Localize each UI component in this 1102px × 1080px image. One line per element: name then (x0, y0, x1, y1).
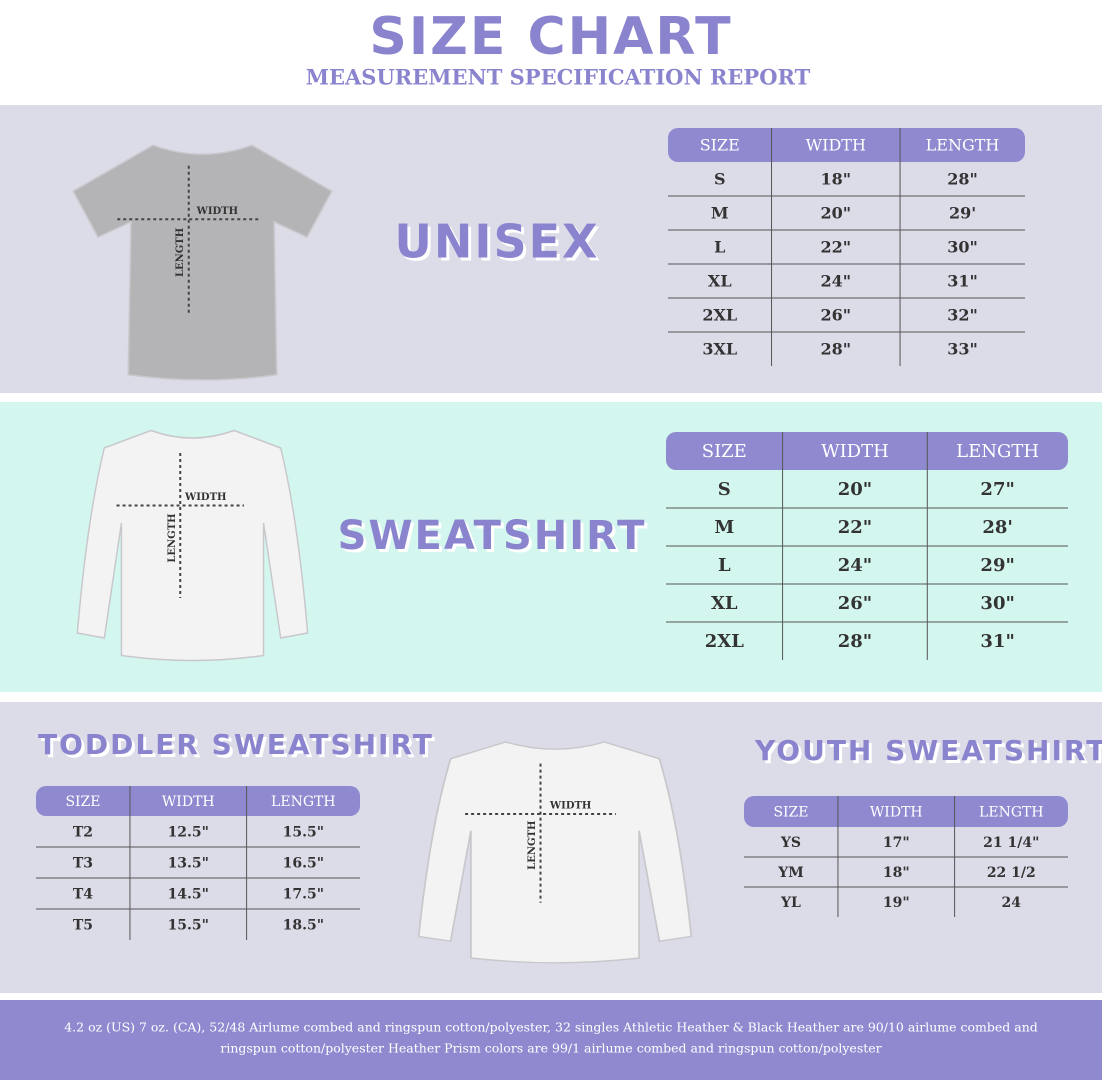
section-band (0, 1000, 1102, 1080)
table-header (36, 786, 360, 816)
table-cell: 30" (947, 238, 978, 257)
table-cell: 24" (838, 555, 872, 576)
table-cell: YM (777, 865, 804, 881)
section-title: YOUTH SWEATSHIRT (754, 734, 1102, 767)
column-header: WIDTH (821, 441, 889, 462)
table-cell: 32" (947, 306, 978, 325)
table-cell: 19" (883, 895, 910, 911)
section-title: TODDLER SWEATSHIRT (38, 728, 434, 761)
column-header: SIZE (702, 441, 747, 462)
column-header: LENGTH (926, 136, 1000, 155)
section-title: SWEATSHIRT (338, 513, 647, 559)
table-cell: L (714, 238, 725, 257)
table-header (666, 432, 1068, 470)
page-title: SIZE CHART (369, 7, 732, 67)
table-cell: 15.5" (168, 918, 209, 934)
table-cell: 31" (980, 631, 1014, 652)
table-cell: 20" (820, 204, 851, 223)
length-label: LENGTH (527, 821, 538, 870)
section-title: UNISEX (395, 215, 600, 269)
table-cell: M (711, 204, 729, 223)
table-cell: 28" (838, 631, 872, 652)
table-cell: 24 (1002, 895, 1022, 911)
footer-text: 4.2 oz (US) 7 oz. (CA), 52/48 Airlume co… (64, 1020, 1038, 1035)
table-cell: 2XL (702, 306, 737, 325)
table-cell: 26" (820, 306, 851, 325)
table-cell: 2XL (705, 631, 744, 652)
table-cell: T5 (73, 918, 93, 934)
table-cell: 18" (820, 170, 851, 189)
width-label: WIDTH (196, 206, 238, 217)
table-cell: 20" (838, 479, 872, 500)
table-cell: S (718, 479, 731, 500)
table-cell: 18.5" (283, 918, 324, 934)
table-cell: 30" (980, 593, 1014, 614)
width-label: WIDTH (549, 801, 591, 812)
table-cell: 22" (820, 238, 851, 257)
table-cell: 14.5" (168, 887, 209, 903)
table-cell: 22" (838, 517, 872, 538)
table-cell: T3 (73, 856, 93, 872)
footer-text: ringspun cotton/polyester Heather Prism … (220, 1041, 881, 1056)
column-header: LENGTH (271, 794, 336, 810)
column-header: WIDTH (162, 794, 215, 810)
table-cell: 27" (980, 479, 1014, 500)
table-cell: XL (708, 272, 732, 291)
table-cell: 33" (947, 340, 978, 359)
table-cell: 31" (947, 272, 978, 291)
table-cell: 28" (820, 340, 851, 359)
column-header: WIDTH (870, 805, 923, 821)
table-cell: 13.5" (168, 856, 209, 872)
table-cell: M (714, 517, 734, 538)
table-cell: L (718, 555, 731, 576)
table-cell: 26" (838, 593, 872, 614)
table-cell: 28' (982, 517, 1013, 538)
column-header: SIZE (773, 805, 808, 821)
table-header (668, 128, 1025, 162)
table-cell: 24" (820, 272, 851, 291)
column-header: LENGTH (956, 441, 1039, 462)
column-header: LENGTH (979, 805, 1044, 821)
table-cell: 17" (883, 835, 910, 851)
table-cell: T2 (73, 825, 93, 841)
garment (417, 741, 693, 964)
table-cell: T4 (73, 887, 93, 903)
table-cell: 29" (980, 555, 1014, 576)
width-label: WIDTH (184, 492, 226, 503)
table-cell: 22 1/2 (987, 865, 1036, 881)
table-cell: 3XL (702, 340, 737, 359)
table-cell: S (714, 170, 726, 189)
table-cell: 16.5" (283, 856, 324, 872)
garment (76, 429, 309, 662)
table-cell: 18" (883, 865, 910, 881)
table-cell: 12.5" (168, 825, 209, 841)
page-subtitle: MEASUREMENT SPECIFICATION REPORT (306, 65, 811, 90)
table-cell: 21 1/4" (983, 835, 1039, 851)
table-cell: 15.5" (283, 825, 324, 841)
length-label: LENGTH (167, 513, 178, 562)
garment (72, 144, 333, 381)
table-header (744, 796, 1068, 827)
table-cell: YL (780, 895, 801, 911)
table-cell: 28" (947, 170, 978, 189)
table-cell: 17.5" (283, 887, 324, 903)
table-cell: YS (780, 835, 801, 851)
table-cell: XL (711, 593, 738, 614)
column-header: SIZE (65, 794, 100, 810)
table-cell: 29' (949, 204, 976, 223)
column-header: WIDTH (806, 136, 866, 155)
column-header: SIZE (700, 136, 740, 155)
length-label: LENGTH (175, 228, 186, 277)
